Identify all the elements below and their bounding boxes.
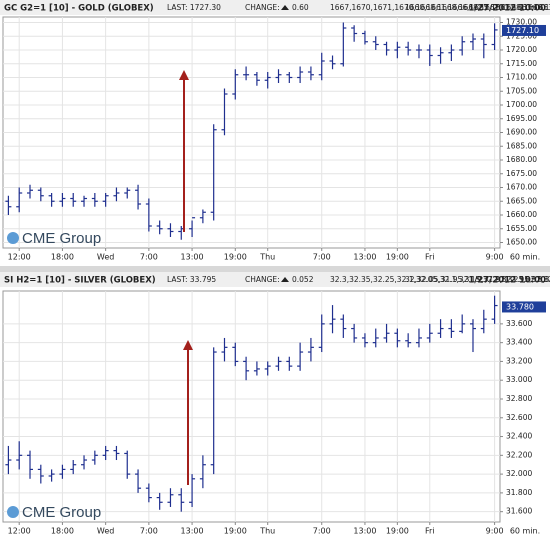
arrow-head bbox=[179, 70, 189, 80]
change-arrow bbox=[281, 277, 289, 282]
y-tick-label: 1680.00 bbox=[506, 155, 537, 164]
y-tick-label: 32.400 bbox=[506, 432, 532, 441]
high: 32.3,32.35,32.25,32.1,32.05,32.1,32.15,3… bbox=[330, 275, 550, 284]
x-tick-label: Thu bbox=[259, 527, 275, 536]
x-tick-label: 12:00 bbox=[8, 527, 31, 536]
y-tick-label: 1695.00 bbox=[506, 114, 537, 123]
y-tick-label: 32.200 bbox=[506, 450, 532, 459]
change-label: CHANGE: bbox=[245, 3, 280, 12]
separator bbox=[0, 266, 550, 272]
price-box bbox=[502, 301, 546, 313]
change-arrow bbox=[281, 5, 289, 10]
logo-globe bbox=[7, 506, 19, 518]
y-tick-label: 1705.00 bbox=[506, 86, 537, 95]
x-tick-label: 19:00 bbox=[224, 253, 247, 262]
change: 0.052 bbox=[292, 275, 314, 284]
y-tick-label: 33.400 bbox=[506, 338, 532, 347]
low: 32,32.05,31.95,31.9,31.92,31.95,32,32.05… bbox=[405, 275, 550, 284]
y-tick-label: 1690.00 bbox=[506, 128, 537, 137]
y-tick-label: 1685.00 bbox=[506, 141, 537, 150]
x-tick-label: 18:00 bbox=[51, 527, 74, 536]
change: 0.60 bbox=[292, 3, 309, 12]
change-label: CHANGE: bbox=[245, 275, 280, 284]
price-label: 1727.10 bbox=[506, 26, 539, 35]
x-tick-label: 7:00 bbox=[313, 527, 331, 536]
logo: CME Group bbox=[22, 504, 101, 521]
interval: 60 min. bbox=[510, 527, 540, 536]
x-tick-label: 7:00 bbox=[140, 527, 158, 536]
y-tick-label: 32.800 bbox=[506, 394, 532, 403]
y-tick-label: 32.000 bbox=[506, 469, 532, 478]
y-tick-label: 32.600 bbox=[506, 413, 532, 422]
interval: 60 min. bbox=[510, 253, 540, 262]
y-tick-label: 33.000 bbox=[506, 375, 532, 384]
y-tick-label: 33.600 bbox=[506, 319, 532, 328]
x-tick-label: Wed bbox=[97, 253, 114, 262]
price-label: 33.780 bbox=[506, 302, 534, 311]
x-tick-label: 19:00 bbox=[224, 527, 247, 536]
chart-title: SI H2=1 [10] - SILVER (GLOBEX) bbox=[4, 276, 156, 286]
y-tick-label: 1655.00 bbox=[506, 224, 537, 233]
high: 1667,1670,1671,1670,1668,1668,1668,1667,… bbox=[330, 3, 550, 12]
y-tick-label: 1650.00 bbox=[506, 238, 537, 247]
x-tick-label: 13:00 bbox=[353, 527, 376, 536]
y-tick-label: 1665.00 bbox=[506, 196, 537, 205]
y-tick-label: 1675.00 bbox=[506, 169, 537, 178]
header-bar bbox=[0, 272, 550, 287]
logo-globe bbox=[7, 232, 19, 244]
x-tick-label: 12:00 bbox=[8, 253, 31, 262]
y-tick-label: 1720.00 bbox=[506, 45, 537, 54]
x-tick-label: 13:00 bbox=[353, 253, 376, 262]
x-tick-label: 19:00 bbox=[386, 253, 409, 262]
x-tick-label: 9:00 bbox=[486, 253, 504, 262]
price-box bbox=[502, 24, 546, 36]
chart-title: GC G2=1 [10] - GOLD (GLOBEX) bbox=[4, 4, 154, 14]
x-tick-label: Fri bbox=[425, 527, 435, 536]
x-tick-label: Wed bbox=[97, 527, 114, 536]
x-tick-label: Fri bbox=[425, 253, 435, 262]
x-tick-label: 9:00 bbox=[486, 527, 504, 536]
y-tick-label: 1670.00 bbox=[506, 183, 537, 192]
logo: CME Group bbox=[22, 230, 101, 247]
y-tick-label: 1660.00 bbox=[506, 210, 537, 219]
last: LAST: 1727.30 bbox=[167, 3, 221, 12]
y-tick-label: 1730.00 bbox=[506, 18, 537, 27]
y-tick-label: 31.600 bbox=[506, 507, 532, 516]
plot-area bbox=[2, 290, 501, 523]
y-tick-label: 1710.00 bbox=[506, 73, 537, 82]
x-tick-label: Thu bbox=[259, 253, 275, 262]
x-tick-label: 7:00 bbox=[140, 253, 158, 262]
y-tick-label: 1700.00 bbox=[506, 100, 537, 109]
low: 1660,1661,1666,1665,1663,1663,1663,1663,… bbox=[405, 3, 550, 12]
x-tick-label: 7:00 bbox=[313, 253, 331, 262]
y-tick-label: 1715.00 bbox=[506, 59, 537, 68]
x-tick-label: 13:00 bbox=[181, 253, 204, 262]
datetime: 1/27/2012 10:00 bbox=[468, 276, 546, 286]
arrow-head bbox=[183, 340, 193, 350]
y-tick-label: 33.200 bbox=[506, 356, 532, 365]
x-tick-label: 19:00 bbox=[386, 527, 409, 536]
datetime: 1/27/2012 10:00 bbox=[468, 4, 546, 14]
last: LAST: 33.795 bbox=[167, 275, 216, 284]
header-bar bbox=[0, 0, 550, 15]
x-tick-label: 13:00 bbox=[181, 527, 204, 536]
x-tick-label: 18:00 bbox=[51, 253, 74, 262]
y-tick-label: 31.800 bbox=[506, 488, 532, 497]
